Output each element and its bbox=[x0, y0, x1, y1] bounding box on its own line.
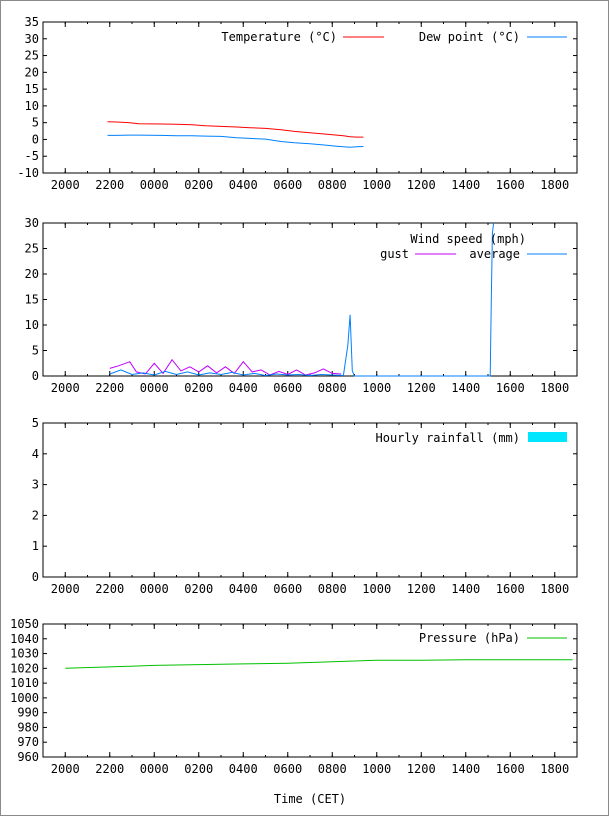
y-tick-label: 0 bbox=[32, 369, 39, 383]
x-tick-label: 1400 bbox=[451, 381, 480, 395]
x-tick-label: 0800 bbox=[318, 582, 347, 596]
legend-swatch-rainfall bbox=[528, 432, 567, 442]
y-tick-label: 0 bbox=[32, 570, 39, 584]
x-tick-label: 1000 bbox=[362, 582, 391, 596]
x-tick-label: 1000 bbox=[362, 178, 391, 192]
x-tick-label: 0400 bbox=[229, 582, 258, 596]
x-tick-label: 2000 bbox=[51, 178, 80, 192]
series-line-pressure bbox=[65, 659, 573, 669]
x-tick-label: 1800 bbox=[540, 381, 569, 395]
x-tick-label: 1400 bbox=[451, 178, 480, 192]
x-tick-label: 0800 bbox=[318, 381, 347, 395]
plot-frame-temperature bbox=[42, 21, 578, 174]
series-line-dew_point bbox=[107, 134, 364, 148]
x-tick-label: 2200 bbox=[95, 178, 124, 192]
x-tick-label: 2200 bbox=[95, 762, 124, 776]
series-line-temperature bbox=[107, 121, 364, 138]
y-tick-label: 1000 bbox=[10, 691, 39, 705]
x-tick-label: 1200 bbox=[407, 762, 436, 776]
x-tick-label: 0800 bbox=[318, 178, 347, 192]
y-tick-label: 20 bbox=[25, 65, 39, 79]
x-tick-label: 0000 bbox=[140, 381, 169, 395]
legend-label-pressure: Pressure (hPa) bbox=[419, 631, 520, 645]
x-tick-label: 0200 bbox=[184, 762, 213, 776]
y-tick-label: 3 bbox=[32, 478, 39, 492]
x-tick-label: 0000 bbox=[140, 762, 169, 776]
y-tick-label: 990 bbox=[17, 706, 39, 720]
x-tick-label: 0600 bbox=[273, 178, 302, 192]
y-tick-label: -10 bbox=[17, 166, 39, 180]
x-tick-label: 1200 bbox=[407, 582, 436, 596]
y-tick-label: 1010 bbox=[10, 676, 39, 690]
plot-frame-rainfall bbox=[42, 422, 578, 578]
x-tick-label: 0200 bbox=[184, 381, 213, 395]
x-tick-label: 0400 bbox=[229, 762, 258, 776]
x-tick-label: 0600 bbox=[273, 582, 302, 596]
x-tick-label: 0200 bbox=[184, 582, 213, 596]
x-tick-label: 1000 bbox=[362, 762, 391, 776]
x-tick-label: 1800 bbox=[540, 582, 569, 596]
y-tick-label: 4 bbox=[32, 447, 39, 461]
x-tick-label: 1400 bbox=[451, 582, 480, 596]
legend-label-temperature: Temperature (°C) bbox=[221, 30, 337, 44]
y-tick-label: 970 bbox=[17, 735, 39, 749]
legend-label-average: average bbox=[469, 247, 520, 261]
x-tick-label: 2200 bbox=[95, 582, 124, 596]
x-axis-label: Time (CET) bbox=[274, 792, 346, 806]
x-tick-label: 0600 bbox=[273, 381, 302, 395]
legend-label-dew-point: Dew point (°C) bbox=[419, 30, 520, 44]
y-tick-label: 1030 bbox=[10, 647, 39, 661]
x-tick-label: 0800 bbox=[318, 762, 347, 776]
y-tick-label: 5 bbox=[32, 344, 39, 358]
series-line-average bbox=[109, 222, 495, 377]
y-tick-label: 1020 bbox=[10, 661, 39, 675]
y-tick-label: 980 bbox=[17, 720, 39, 734]
x-tick-label: 0400 bbox=[229, 178, 258, 192]
y-tick-label: 960 bbox=[17, 750, 39, 764]
y-tick-label: 30 bbox=[25, 32, 39, 46]
y-tick-label: 5 bbox=[32, 416, 39, 430]
y-tick-label: 1050 bbox=[10, 617, 39, 631]
x-tick-label: 1600 bbox=[496, 381, 525, 395]
x-tick-label: 0000 bbox=[140, 582, 169, 596]
y-tick-label: 2 bbox=[32, 508, 39, 522]
x-tick-label: 2000 bbox=[51, 582, 80, 596]
x-tick-label: 0200 bbox=[184, 178, 213, 192]
y-tick-label: 25 bbox=[25, 242, 39, 256]
y-tick-label: 25 bbox=[25, 49, 39, 63]
series-line-gust bbox=[109, 358, 342, 376]
x-tick-label: 0400 bbox=[229, 381, 258, 395]
y-tick-label: 35 bbox=[25, 15, 39, 29]
x-tick-label: 1200 bbox=[407, 178, 436, 192]
x-tick-label: 0600 bbox=[273, 762, 302, 776]
y-tick-label: 1040 bbox=[10, 632, 39, 646]
x-tick-label: 0000 bbox=[140, 178, 169, 192]
y-tick-label: 30 bbox=[25, 216, 39, 230]
y-tick-label: 0 bbox=[32, 132, 39, 146]
y-tick-label: 15 bbox=[25, 82, 39, 96]
y-tick-label: 15 bbox=[25, 293, 39, 307]
y-tick-label: 5 bbox=[32, 116, 39, 130]
x-tick-label: 2200 bbox=[95, 381, 124, 395]
y-tick-label: 20 bbox=[25, 267, 39, 281]
wind-chart-title: Wind speed (mph) bbox=[410, 232, 526, 246]
x-tick-label: 1400 bbox=[451, 762, 480, 776]
x-tick-label: 2000 bbox=[51, 762, 80, 776]
y-tick-label: -5 bbox=[25, 149, 39, 163]
y-tick-label: 10 bbox=[25, 99, 39, 113]
x-tick-label: 1600 bbox=[496, 178, 525, 192]
x-tick-label: 1800 bbox=[540, 178, 569, 192]
x-tick-label: 2000 bbox=[51, 381, 80, 395]
x-tick-label: 1600 bbox=[496, 582, 525, 596]
x-tick-label: 1200 bbox=[407, 381, 436, 395]
legend-label-rainfall: Hourly rainfall (mm) bbox=[376, 431, 521, 445]
legend-label-gust: gust bbox=[380, 247, 409, 261]
y-tick-label: 1 bbox=[32, 539, 39, 553]
y-tick-label: 10 bbox=[25, 318, 39, 332]
x-tick-label: 1000 bbox=[362, 381, 391, 395]
x-tick-label: 1800 bbox=[540, 762, 569, 776]
x-tick-label: 1600 bbox=[496, 762, 525, 776]
